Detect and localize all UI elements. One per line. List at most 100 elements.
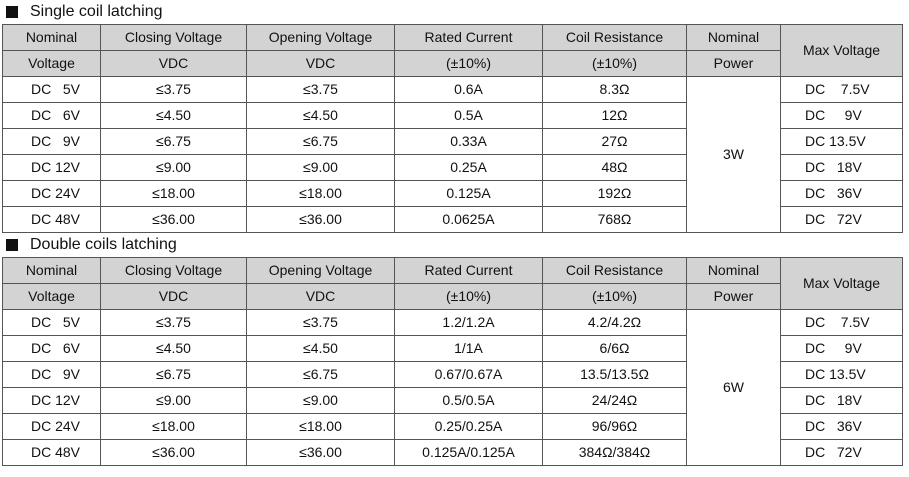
cell-opening-voltage: ≤6.75 xyxy=(246,361,395,388)
header-opening-voltage: Opening Voltage xyxy=(246,257,395,284)
cell-coil-resistance: 24/24Ω xyxy=(542,387,687,414)
table-row: DC 12V ≤9.00 ≤9.00 0.25A 48Ω DC 18V xyxy=(2,154,903,181)
header-coil-resistance: Coil Resistance xyxy=(542,24,687,51)
cell-max-voltage: DC 9V xyxy=(780,335,903,362)
cell-max-voltage: DC 36V xyxy=(780,180,903,207)
cell-opening-voltage: ≤18.00 xyxy=(246,180,395,207)
cell-coil-resistance: 96/96Ω xyxy=(542,413,687,440)
cell-coil-resistance: 27Ω xyxy=(542,128,687,155)
single-coil-section: Single coil latching Nominal Closing Volta… xyxy=(0,0,909,233)
cell-closing-voltage: ≤18.00 xyxy=(100,180,247,207)
cell-closing-voltage: ≤36.00 xyxy=(100,206,247,233)
header-coil-resistance: (±10%) xyxy=(542,283,687,310)
header-nominal-power: Power xyxy=(686,283,781,310)
cell-nominal-voltage: DC 6V xyxy=(2,335,101,362)
cell-closing-voltage: ≤3.75 xyxy=(100,76,247,103)
header-closing-voltage: VDC xyxy=(100,283,247,310)
cell-coil-resistance: 192Ω xyxy=(542,180,687,207)
cell-nominal-voltage: DC 9V xyxy=(2,361,101,388)
cell-nominal-voltage: DC 9V xyxy=(2,128,101,155)
cell-rated-current: 0.0625A xyxy=(394,206,543,233)
table-row: DC 5V ≤3.75 ≤3.75 1.2/1.2A 4.2/4.2Ω 6W DC 7.5V xyxy=(2,309,903,466)
table-row: DC 6V ≤4.50 ≤4.50 0.5A 12Ω DC 9V xyxy=(2,102,903,129)
cell-max-voltage: DC 72V xyxy=(780,439,903,466)
cell-nominal-voltage: DC 12V xyxy=(2,387,101,414)
cell-opening-voltage: ≤9.00 xyxy=(246,387,395,414)
header-closing-voltage: VDC xyxy=(100,50,247,77)
cell-max-voltage: DC 9V xyxy=(780,102,903,129)
cell-nominal-voltage: DC 48V xyxy=(2,206,101,233)
section-title: Double coils latching xyxy=(0,233,909,257)
table-row: DC 48V ≤36.00 ≤36.00 0.0625A 768Ω DC 72V xyxy=(2,206,903,233)
header-row: Nominal Closing Voltage Opening Voltage Rat… xyxy=(2,24,903,77)
cell-coil-resistance: 12Ω xyxy=(542,102,687,129)
header-rated-current: (±10%) xyxy=(394,50,543,77)
section-title-text: Single coil latching xyxy=(30,3,163,20)
cell-rated-current: 0.5/0.5A xyxy=(394,387,543,414)
header-nominal-voltage: Voltage xyxy=(2,50,101,77)
cell-opening-voltage: ≤9.00 xyxy=(246,154,395,181)
table-row: DC 9V ≤6.75 ≤6.75 0.67/0.67A 13.5/13.5Ω DC 13… xyxy=(2,361,903,388)
header-rated-current: Rated Current xyxy=(394,24,543,51)
header-nominal-power: Nominal xyxy=(686,257,781,284)
header-coil-resistance: Coil Resistance xyxy=(542,257,687,284)
cell-max-voltage: DC 7.5V xyxy=(780,76,903,103)
header-rated-current: Rated Current xyxy=(394,257,543,284)
square-bullet-icon xyxy=(6,6,18,18)
cell-coil-resistance: 48Ω xyxy=(542,154,687,181)
cell-opening-voltage: ≤3.75 xyxy=(246,309,395,336)
cell-rated-current: 0.33A xyxy=(394,128,543,155)
cell-opening-voltage: ≤4.50 xyxy=(246,335,395,362)
cell-max-voltage: DC 7.5V xyxy=(780,309,903,336)
header-coil-resistance: (±10%) xyxy=(542,50,687,77)
cell-nominal-voltage: DC 12V xyxy=(2,154,101,181)
cell-rated-current: 0.125A xyxy=(394,180,543,207)
cell-coil-resistance: 768Ω xyxy=(542,206,687,233)
spec-table: Nominal Closing Voltage Opening Voltage Rat… xyxy=(2,24,903,233)
cell-rated-current: 0.25/0.25A xyxy=(394,413,543,440)
header-nominal-power: Nominal xyxy=(686,24,781,51)
header-nominal-voltage: Nominal xyxy=(2,24,101,51)
cell-rated-current: 0.125A/0.125A xyxy=(394,439,543,466)
cell-opening-voltage: ≤18.00 xyxy=(246,413,395,440)
cell-nominal-power: 6W xyxy=(686,309,781,466)
cell-nominal-voltage: DC 6V xyxy=(2,102,101,129)
cell-max-voltage: DC 13.5V xyxy=(780,361,903,388)
header-row: Nominal Closing Voltage Opening Voltage Rat… xyxy=(2,257,903,310)
cell-closing-voltage: ≤6.75 xyxy=(100,128,247,155)
cell-opening-voltage: ≤4.50 xyxy=(246,102,395,129)
cell-rated-current: 1.2/1.2A xyxy=(394,309,543,336)
header-max-voltage: Max Voltage xyxy=(780,257,903,310)
cell-opening-voltage: ≤6.75 xyxy=(246,128,395,155)
cell-rated-current: 1/1A xyxy=(394,335,543,362)
header-row: Voltage VDC VDC (±10%) (±10%) Power xyxy=(2,50,903,77)
cell-max-voltage: DC 72V xyxy=(780,206,903,233)
cell-nominal-voltage: DC 48V xyxy=(2,439,101,466)
spec-document: Single coil latching Nominal Closing Volta… xyxy=(0,0,909,466)
cell-nominal-voltage: DC 24V xyxy=(2,180,101,207)
section-title-text: Double coils latching xyxy=(30,236,177,253)
cell-closing-voltage: ≤4.50 xyxy=(100,335,247,362)
cell-opening-voltage: ≤36.00 xyxy=(246,439,395,466)
table-row: DC 9V ≤6.75 ≤6.75 0.33A 27Ω DC 13.5V xyxy=(2,128,903,155)
table-row: DC 48V ≤36.00 ≤36.00 0.125A/0.125A 384Ω/384Ω… xyxy=(2,439,903,466)
cell-opening-voltage: ≤3.75 xyxy=(246,76,395,103)
cell-nominal-power: 3W xyxy=(686,76,781,233)
table-row: DC 24V ≤18.00 ≤18.00 0.125A 192Ω DC 36V xyxy=(2,180,903,207)
header-max-voltage: Max Voltage xyxy=(780,24,903,77)
table-row: DC 12V ≤9.00 ≤9.00 0.5/0.5A 24/24Ω DC 18V xyxy=(2,387,903,414)
cell-coil-resistance: 13.5/13.5Ω xyxy=(542,361,687,388)
square-bullet-icon xyxy=(6,239,18,251)
cell-rated-current: 0.6A xyxy=(394,76,543,103)
table-row: DC 24V ≤18.00 ≤18.00 0.25/0.25A 96/96Ω DC 36V xyxy=(2,413,903,440)
spec-table: Nominal Closing Voltage Opening Voltage Rat… xyxy=(2,257,903,466)
cell-closing-voltage: ≤3.75 xyxy=(100,309,247,336)
header-row: Voltage VDC VDC (±10%) (±10%) Power xyxy=(2,283,903,310)
table-row: DC 5V ≤3.75 ≤3.75 0.6A 8.3Ω 3W DC 7.5V xyxy=(2,76,903,233)
cell-closing-voltage: ≤6.75 xyxy=(100,361,247,388)
cell-opening-voltage: ≤36.00 xyxy=(246,206,395,233)
header-opening-voltage: VDC xyxy=(246,283,395,310)
cell-max-voltage: DC 13.5V xyxy=(780,128,903,155)
section-title: Single coil latching xyxy=(0,0,909,24)
cell-max-voltage: DC 18V xyxy=(780,387,903,414)
